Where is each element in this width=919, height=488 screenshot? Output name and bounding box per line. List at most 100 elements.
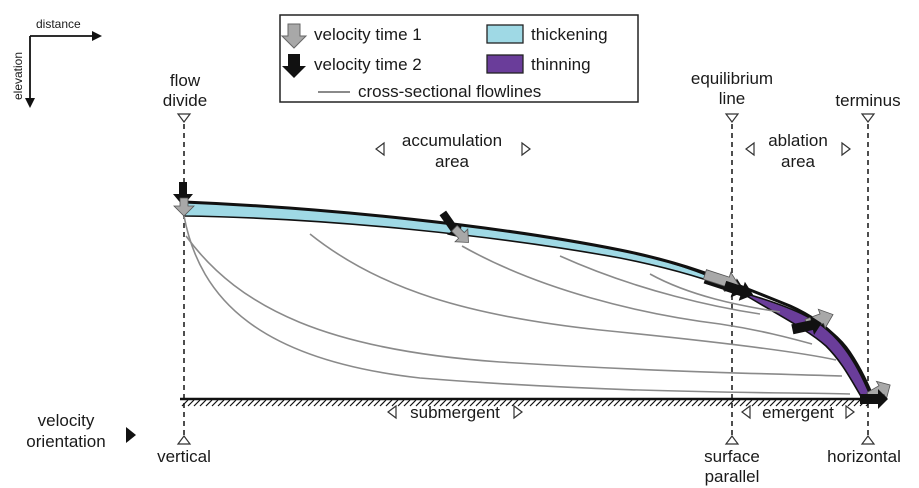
- emergent-left-marker-icon: [741, 404, 751, 420]
- hatch-mark: [445, 399, 453, 407]
- hatch-mark: [241, 399, 249, 407]
- flowline: [185, 235, 843, 377]
- hatch-mark: [577, 399, 585, 407]
- hatch-mark: [253, 399, 261, 407]
- hatch-mark: [583, 399, 591, 407]
- hatch-mark: [841, 399, 849, 407]
- hatch-mark: [355, 399, 363, 407]
- hatch-mark: [685, 399, 693, 407]
- hatch-mark: [787, 399, 795, 407]
- hatch-mark: [229, 399, 237, 407]
- ablation-label-2: area: [781, 152, 816, 171]
- hatch-mark: [343, 399, 351, 407]
- legend-velocity-time-2: velocity time 2: [314, 55, 422, 74]
- hatch-mark: [673, 399, 681, 407]
- hatch-mark: [691, 399, 699, 407]
- hatch-mark: [433, 399, 441, 407]
- hatch-mark: [547, 399, 555, 407]
- hatch-mark: [805, 399, 813, 407]
- velocity-time-2-arrow-icon: [723, 280, 754, 301]
- hatch-mark: [769, 399, 777, 407]
- velocity-time-2-arrow-icon: [860, 389, 888, 409]
- horizontal-marker-icon: [860, 435, 876, 445]
- equilibrium-line-label-1: equilibrium: [691, 69, 773, 88]
- equilibrium-line-label-2: line: [719, 89, 745, 108]
- velocity-arrows: [173, 182, 891, 409]
- hatch-mark: [745, 399, 753, 407]
- vertical-marker-icon: [176, 435, 192, 445]
- hatch-mark: [613, 399, 621, 407]
- hatch-mark: [181, 399, 189, 407]
- hatch-mark: [739, 399, 747, 407]
- hatch-mark: [469, 399, 477, 407]
- hatch-mark: [205, 399, 213, 407]
- hatch-mark: [475, 399, 483, 407]
- hatch-mark: [679, 399, 687, 407]
- hatch-mark: [733, 399, 741, 407]
- hatch-mark: [535, 399, 543, 407]
- legend-thinning: thinning: [531, 55, 591, 74]
- hatch-mark: [505, 399, 513, 407]
- hatch-mark: [331, 399, 339, 407]
- hatch-mark: [823, 399, 831, 407]
- accumulation-right-marker-icon: [521, 141, 531, 157]
- velocity-orientation-pointer-icon: [126, 427, 136, 443]
- hatch-mark: [403, 399, 411, 407]
- surface-parallel-label-2: parallel: [705, 467, 760, 486]
- hatch-mark: [757, 399, 765, 407]
- hatch-mark: [247, 399, 255, 407]
- emergent-right-marker-icon: [845, 404, 855, 420]
- hatch-mark: [655, 399, 663, 407]
- glacier-surface-line: [183, 200, 874, 399]
- hatch-mark: [697, 399, 705, 407]
- surface-parallel-marker-icon: [724, 435, 740, 445]
- hatch-mark: [391, 399, 399, 407]
- equilibrium-marker-icon: [724, 113, 740, 123]
- hatch-mark: [499, 399, 507, 407]
- axes-key: distance elevation: [11, 17, 102, 108]
- flowline: [309, 233, 837, 361]
- hatch-mark: [421, 399, 429, 407]
- hatch-mark: [811, 399, 819, 407]
- velocity-time-1-arrow-icon: [173, 197, 195, 217]
- hatch-mark: [781, 399, 789, 407]
- hatch-mark: [775, 399, 783, 407]
- hatch-mark: [865, 399, 873, 407]
- accumulation-label-2: area: [435, 152, 470, 171]
- hatch-mark: [541, 399, 549, 407]
- hatch-mark: [289, 399, 297, 407]
- flowlines: [183, 215, 851, 395]
- legend-box: [279, 14, 639, 103]
- hatch-mark: [349, 399, 357, 407]
- hatch-mark: [619, 399, 627, 407]
- hatch-mark: [385, 399, 393, 407]
- flow-divide-marker-icon: [176, 113, 192, 123]
- hatch-mark: [373, 399, 381, 407]
- terminus-marker-icon: [860, 113, 876, 123]
- vertical-label: vertical: [157, 447, 211, 466]
- hatch-mark: [193, 399, 201, 407]
- hatch-mark: [727, 399, 735, 407]
- submergent-label: submergent: [410, 403, 500, 422]
- hatch-mark: [649, 399, 657, 407]
- hatch-mark: [367, 399, 375, 407]
- hatch-mark: [235, 399, 243, 407]
- distance-label: distance: [36, 17, 81, 31]
- velocity-time-2-icon: [282, 54, 306, 78]
- hatch-mark: [313, 399, 321, 407]
- hatch-mark: [277, 399, 285, 407]
- thickening-swatch: [486, 24, 524, 44]
- velocity-time-1-arrow-icon: [450, 224, 469, 243]
- hatch-mark: [337, 399, 345, 407]
- hatch-mark: [361, 399, 369, 407]
- hatch-mark: [217, 399, 225, 407]
- hatch-mark: [667, 399, 675, 407]
- hatch-mark: [625, 399, 633, 407]
- hatch-mark: [451, 399, 459, 407]
- horizontal-label: horizontal: [827, 447, 901, 466]
- hatch-mark: [835, 399, 843, 407]
- legend-velocity-time-1: velocity time 1: [314, 25, 422, 44]
- hatch-mark: [199, 399, 207, 407]
- legend-flowlines: cross-sectional flowlines: [358, 82, 541, 101]
